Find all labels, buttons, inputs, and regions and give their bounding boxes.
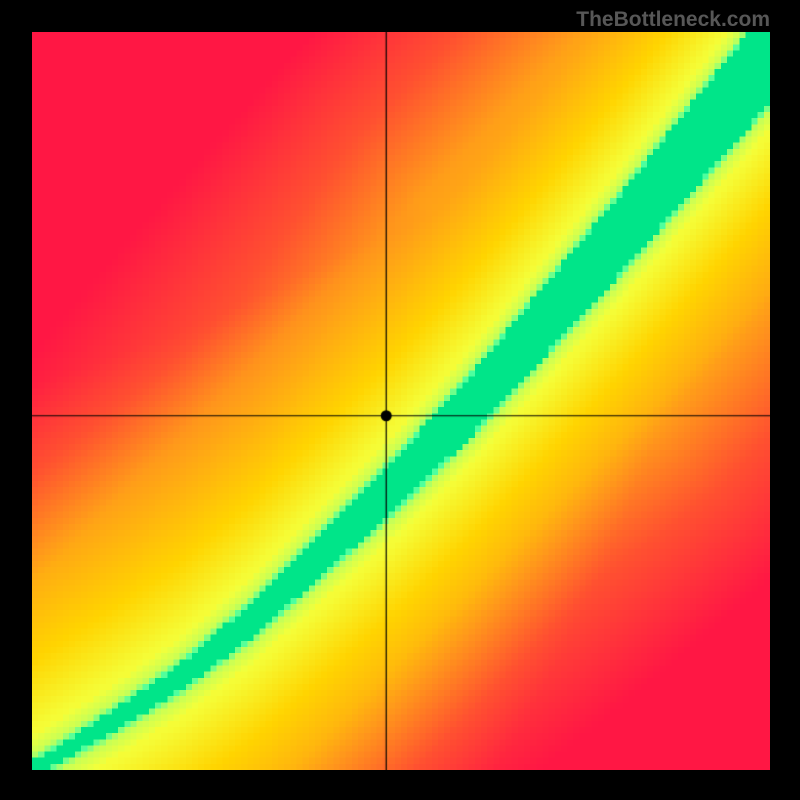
bottleneck-heatmap	[32, 32, 770, 770]
watermark-text: TheBottleneck.com	[576, 8, 770, 32]
chart-container: { "source_watermark": { "text": "TheBott…	[0, 0, 800, 800]
